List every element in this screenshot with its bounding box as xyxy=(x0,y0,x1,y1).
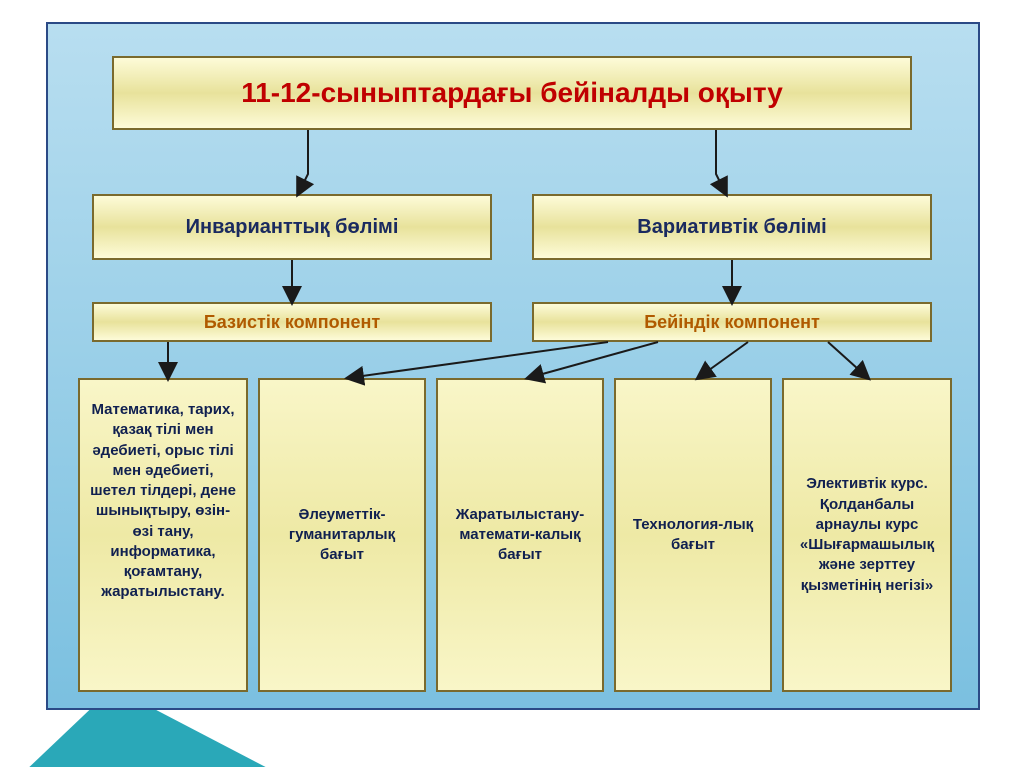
arrow xyxy=(298,130,308,194)
leaf-box-3: Жаратылыстану-математи-калық бағыт xyxy=(436,378,604,692)
leaf-box-1: Математика, тарих, қазақ тілі мен әдебие… xyxy=(78,378,248,692)
diagram-frame: 11-12-сыныптардағы бейіналды оқыту Инвар… xyxy=(46,22,980,710)
level3-right-box: Бейіндік компонент xyxy=(532,302,932,342)
title-box: 11-12-сыныптардағы бейіналды оқыту xyxy=(112,56,912,130)
arrow xyxy=(828,342,868,378)
level2-right-box: Вариативтік бөлімі xyxy=(532,194,932,260)
slide: 11-12-сыныптардағы бейіналды оқыту Инвар… xyxy=(0,0,1024,767)
level3-left-box: Базистік компонент xyxy=(92,302,492,342)
arrow xyxy=(348,342,608,378)
arrow xyxy=(698,342,748,378)
leaf-box-2: Әлеуметтік-гуманитарлық бағыт xyxy=(258,378,426,692)
leaf-box-4: Технология-лық бағыт xyxy=(614,378,772,692)
arrow xyxy=(528,342,658,378)
level2-left-box: Инварианттық бөлімі xyxy=(92,194,492,260)
arrow xyxy=(716,130,726,194)
leaf-box-5: Элективтік курс. Қолданбалы арнаулы курс… xyxy=(782,378,952,692)
